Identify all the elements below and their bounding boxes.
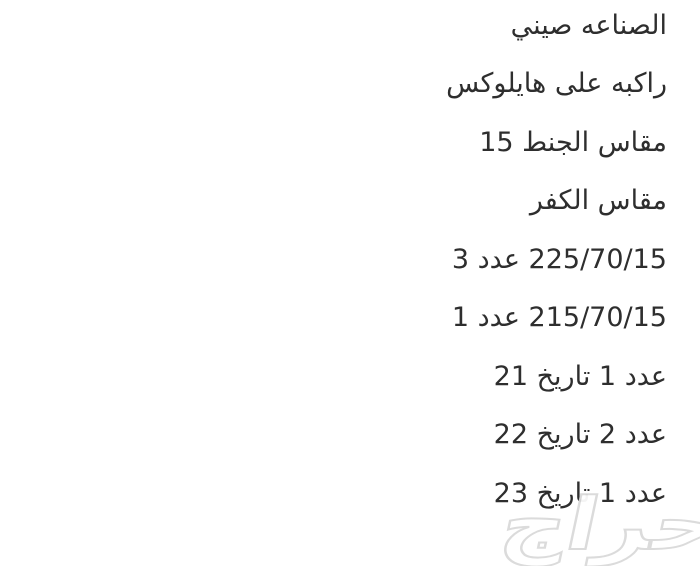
text-line-size-225: 225/70/15 عدد 3 (451, 243, 667, 275)
text-line-qty-date-23: عدد 1 تاريخ 23 (493, 477, 667, 509)
text-line-mounted-on: راكبه على هايلوكس (446, 68, 667, 100)
text-line-qty-date-21: عدد 1 تاريخ 21 (493, 360, 667, 392)
text-line-qty-date-22: عدد 2 تاريخ 22 (493, 419, 667, 451)
text-line-rim-size: مقاس الجنط 15 (479, 126, 667, 158)
listing-description: الصناعه صيني راكبه على هايلوكس مقاس الجن… (446, 9, 667, 509)
text-line-size-215: 215/70/15 عدد 1 (451, 302, 667, 334)
text-line-manufacture: الصناعه صيني (510, 9, 667, 41)
text-line-tire-size: مقاس الكفر (529, 185, 667, 217)
listing-text-page: { "page": { "background_color": "#ffffff… (446, 9, 700, 566)
